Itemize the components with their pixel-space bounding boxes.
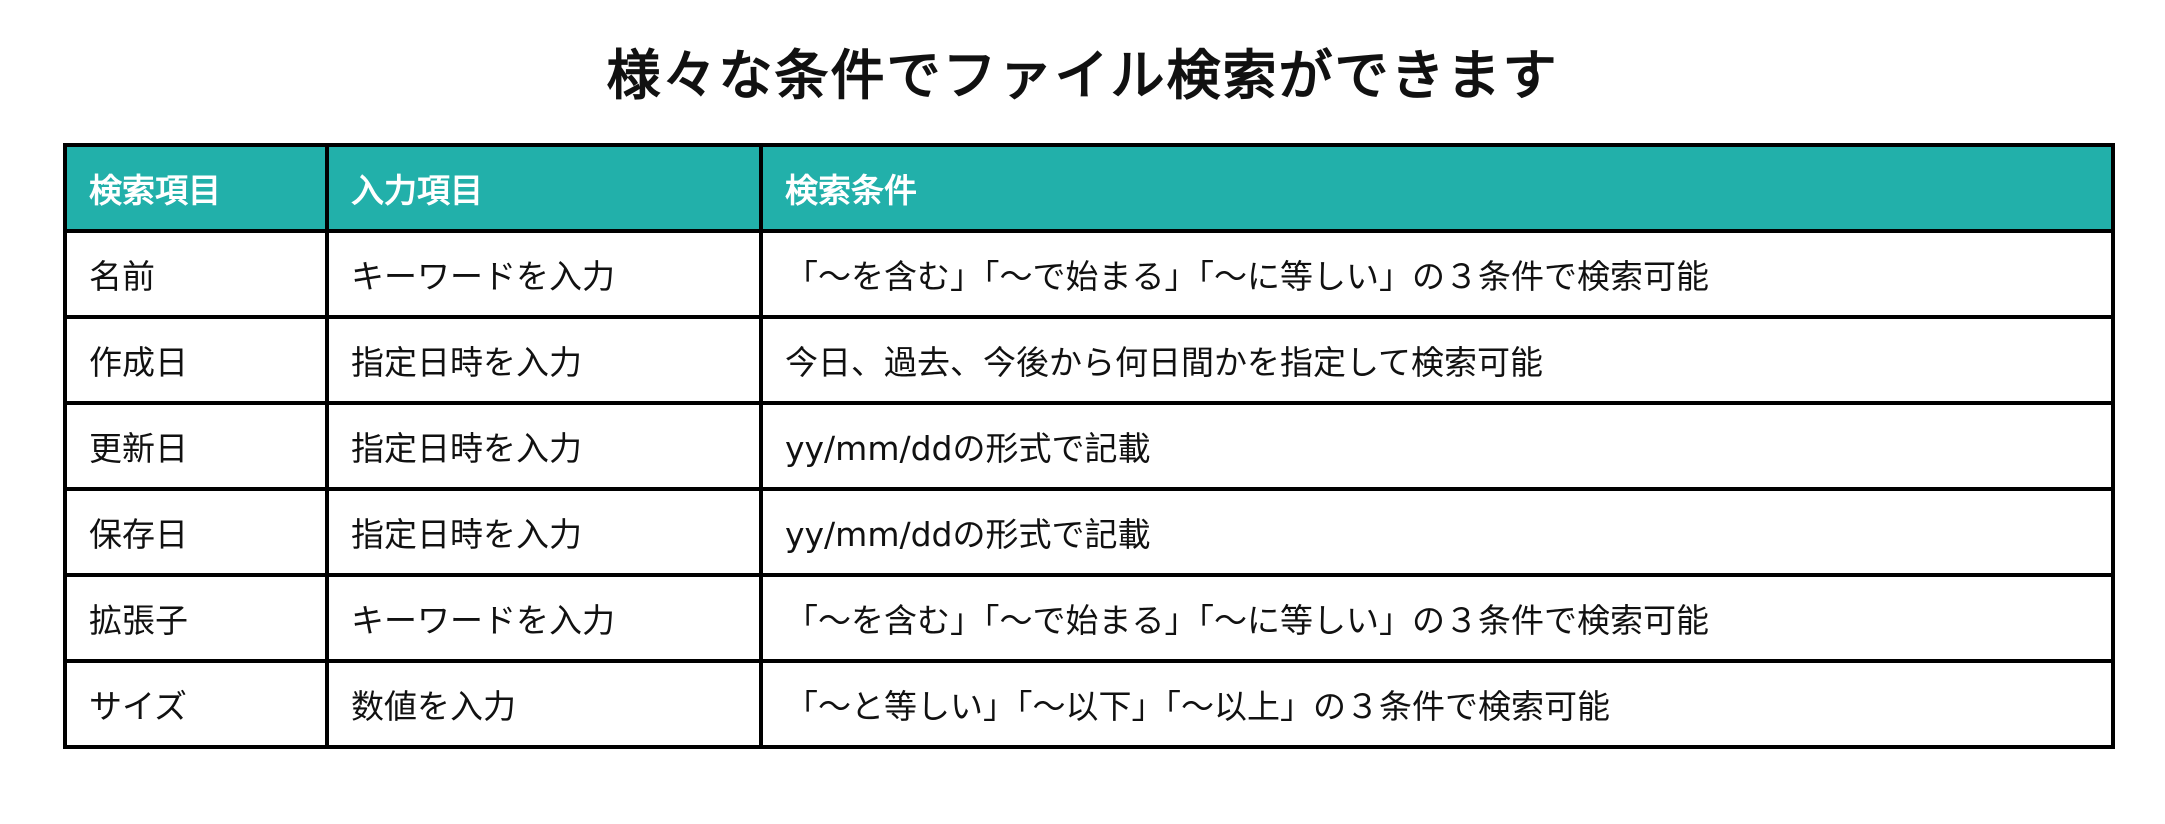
table-row: 名前 キーワードを入力 「～を含む」「～で始まる」「～に等しい」の３条件で検索可能 xyxy=(63,229,2115,319)
cell-input-item: 数値を入力 xyxy=(325,659,763,749)
cell-search-condition: 「～と等しい」「～以下」「～以上」の３条件で検索可能 xyxy=(759,659,2115,749)
cell-input-item: 指定日時を入力 xyxy=(325,487,763,577)
cell-search-item: 保存日 xyxy=(63,487,329,577)
header-search-item: 検索項目 xyxy=(63,143,329,233)
table-row: 保存日 指定日時を入力 yy/mm/ddの形式で記載 xyxy=(63,487,2115,577)
cell-search-condition: 「～を含む」「～で始まる」「～に等しい」の３条件で検索可能 xyxy=(759,229,2115,319)
header-input-item: 入力項目 xyxy=(325,143,763,233)
table-row: 拡張子 キーワードを入力 「～を含む」「～で始まる」「～に等しい」の３条件で検索可能 xyxy=(63,573,2115,663)
cell-search-condition: 今日、過去、今後から何日間かを指定して検索可能 xyxy=(759,315,2115,405)
cell-input-item: 指定日時を入力 xyxy=(325,315,763,405)
table-row: サイズ 数値を入力 「～と等しい」「～以下」「～以上」の３条件で検索可能 xyxy=(63,659,2115,749)
table-row: 作成日 指定日時を入力 今日、過去、今後から何日間かを指定して検索可能 xyxy=(63,315,2115,405)
table-row: 更新日 指定日時を入力 yy/mm/ddの形式で記載 xyxy=(63,401,2115,491)
cell-search-item: 作成日 xyxy=(63,315,329,405)
table-header-row: 検索項目 入力項目 検索条件 xyxy=(63,143,2115,233)
header-search-condition: 検索条件 xyxy=(759,143,2115,233)
cell-search-item: 名前 xyxy=(63,229,329,319)
cell-search-item: 拡張子 xyxy=(63,573,329,663)
cell-input-item: 指定日時を入力 xyxy=(325,401,763,491)
cell-input-item: キーワードを入力 xyxy=(325,573,763,663)
cell-search-condition: yy/mm/ddの形式で記載 xyxy=(759,401,2115,491)
cell-search-item: 更新日 xyxy=(63,401,329,491)
cell-input-item: キーワードを入力 xyxy=(325,229,763,319)
cell-search-condition: 「～を含む」「～で始まる」「～に等しい」の３条件で検索可能 xyxy=(759,573,2115,663)
cell-search-condition: yy/mm/ddの形式で記載 xyxy=(759,487,2115,577)
cell-search-item: サイズ xyxy=(63,659,329,749)
page-title: 様々な条件でファイル検索ができます xyxy=(606,44,1559,107)
search-conditions-table: 検索項目 入力項目 検索条件 名前 キーワードを入力 「～を含む」「～で始まる」「～… xyxy=(63,143,2115,749)
